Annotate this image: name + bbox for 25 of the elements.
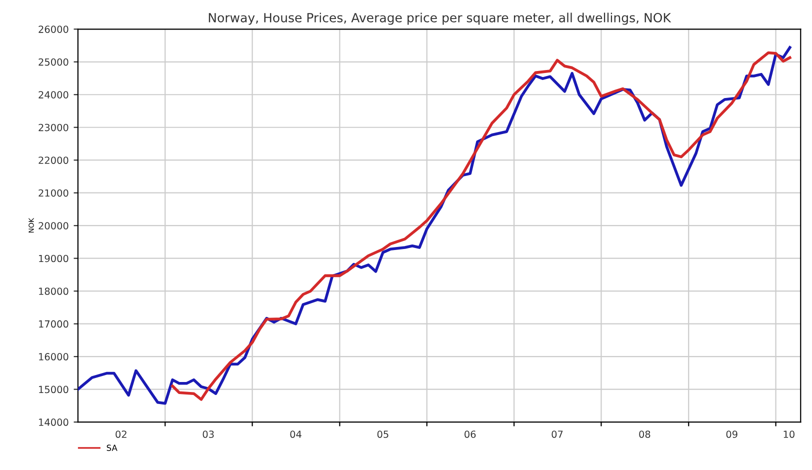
y-tick-label: 21000 xyxy=(38,189,68,197)
y-tick-label: 20000 xyxy=(38,222,68,230)
y-tick-label: 19000 xyxy=(39,254,68,262)
y-tick-label: 18000 xyxy=(39,288,68,295)
y-tick-label: 26000 xyxy=(38,26,68,33)
x-tick-label: 04 xyxy=(290,430,302,438)
x-tick-label: 06 xyxy=(464,430,476,438)
y-tick-label: 15000 xyxy=(39,386,68,394)
y-tick-label: 16000 xyxy=(39,353,68,360)
x-tick-label: 08 xyxy=(639,430,650,438)
x-tick-label: 07 xyxy=(552,430,563,438)
x-tick-label: 02 xyxy=(116,430,126,438)
y-tick-label: 24000 xyxy=(38,91,68,98)
x-tick-label: 03 xyxy=(202,430,214,438)
y-tick-label: 14000 xyxy=(39,418,68,426)
y-tick-label: 22000 xyxy=(38,156,68,164)
legend-label: SA xyxy=(106,444,118,451)
y-tick-label: 17000 xyxy=(39,320,68,328)
y-tick-label: 23000 xyxy=(38,124,68,132)
x-tick-label: 05 xyxy=(377,430,388,438)
line-series xyxy=(171,51,792,401)
chart-title: Norway, House Prices, Average price per square meter, all dwellings, NOK xyxy=(208,12,672,25)
y-tick-label: 25000 xyxy=(38,58,68,66)
x-tick-label: 09 xyxy=(726,430,738,438)
x-tick-label: 10 xyxy=(784,430,794,438)
